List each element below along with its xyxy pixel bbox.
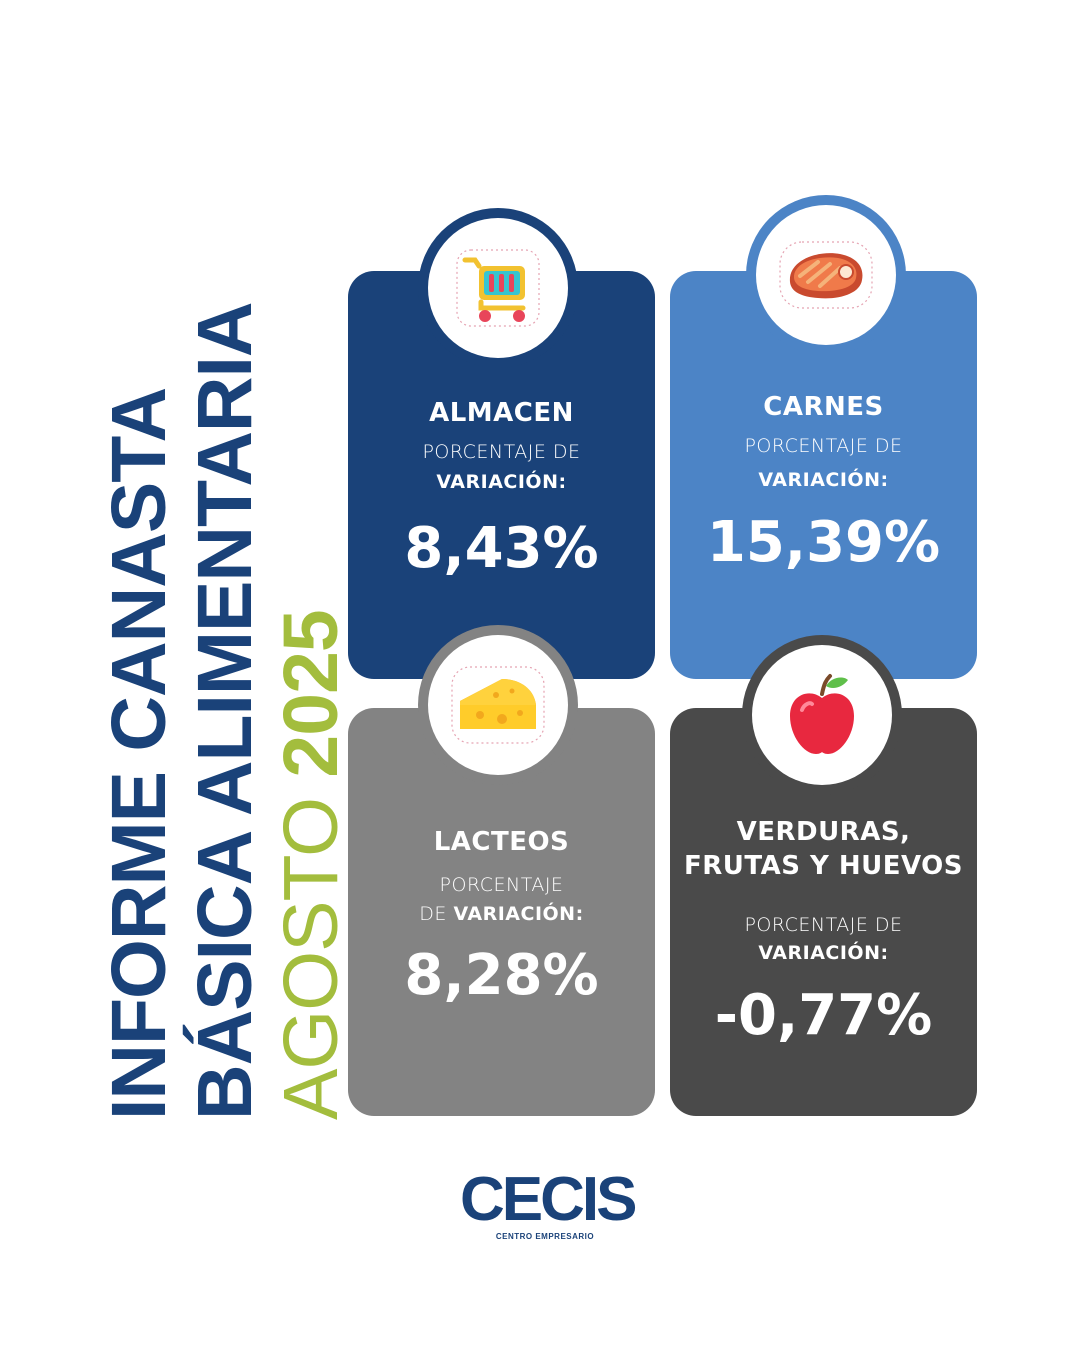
card-title: ALMACEN xyxy=(429,398,574,428)
logo-subtitle: CENTRO EMPRESARIO xyxy=(495,1232,595,1241)
title-line-3: AGOSTO 2025 xyxy=(268,610,354,1120)
shopping-cart-icon xyxy=(456,249,540,327)
cheese-icon xyxy=(451,666,545,744)
card-label-light: PORCENTAJE xyxy=(439,874,564,896)
card-value: 8,43% xyxy=(404,516,599,581)
card-label-bold: VARIACIÓN: xyxy=(758,469,889,491)
logo-wordmark: CECIS xyxy=(460,1165,637,1234)
card-label-light: PORCENTAJE DE xyxy=(744,435,903,457)
apple-icon xyxy=(790,674,854,754)
card-label-bold: VARIACIÓN: xyxy=(436,471,567,493)
card-title: LACTEOS xyxy=(433,827,570,857)
steak-icon xyxy=(779,241,873,309)
cecis-logo: CECIS CENTRO EMPRESARIO xyxy=(460,1165,637,1242)
card-lacteos: LACTEOS PORCENTAJE DE VARIACIÓN: 8,28% xyxy=(348,708,655,1116)
title-line-2: BÁSICA ALIMENTARIA xyxy=(182,302,268,1120)
card-title-line-2: FRUTAS Y HUEVOS xyxy=(683,851,963,881)
card-label-light: PORCENTAJE DE xyxy=(744,914,903,936)
report-title: INFORME CANASTA BÁSICA ALIMENTARIA AGOST… xyxy=(96,220,354,1120)
card-title: CARNES xyxy=(763,392,884,422)
carnes-icon-ring xyxy=(746,195,906,355)
card-label-light: PORCENTAJE DE xyxy=(422,441,581,463)
card-value: 15,39% xyxy=(706,510,941,575)
almacen-icon-ring xyxy=(418,208,578,368)
card-value: -0,77% xyxy=(714,983,933,1048)
lacteos-icon-ring xyxy=(418,625,578,785)
verduras-icon-ring xyxy=(742,635,902,795)
card-title-line-1: VERDURAS, xyxy=(736,817,911,847)
card-label-bold: DE VARIACIÓN: xyxy=(419,903,584,925)
card-value: 8,28% xyxy=(404,943,599,1008)
title-line-1: INFORME CANASTA xyxy=(96,387,182,1120)
card-label-bold: VARIACIÓN: xyxy=(758,942,889,964)
